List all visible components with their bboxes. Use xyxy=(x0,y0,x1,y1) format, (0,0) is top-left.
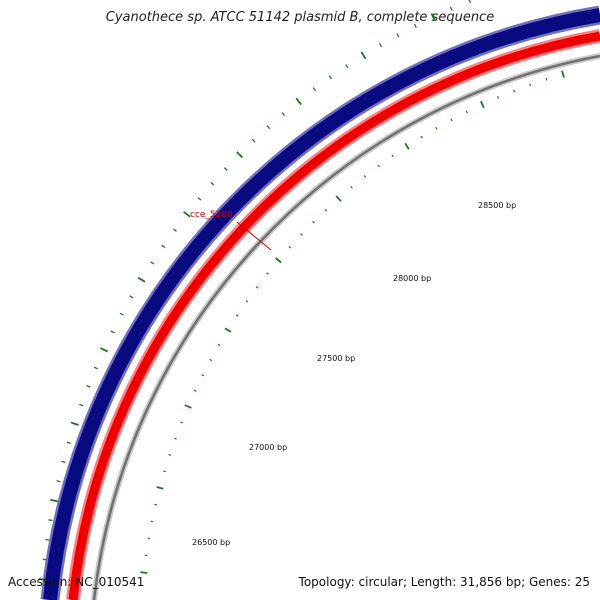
outer-tick-minor xyxy=(48,519,53,522)
inner-tick-minor xyxy=(391,154,394,158)
outer-tick-major xyxy=(430,13,436,22)
tick-label-28000: 28000 bp xyxy=(393,274,431,283)
outer-tick-minor xyxy=(86,384,91,388)
inner-tick-minor xyxy=(209,358,213,362)
inner-tick-major xyxy=(184,404,192,409)
outer-tick-minor xyxy=(312,87,317,92)
inner-tick-minor xyxy=(312,220,315,224)
outer-tick-minor xyxy=(66,441,71,444)
tick-label-27500: 27500 bp xyxy=(317,354,355,363)
outer-tick-minor xyxy=(172,228,177,232)
outer-tick-minor xyxy=(210,181,215,186)
forward-strand-ring xyxy=(43,8,600,600)
outer-tick-major xyxy=(236,151,244,159)
outer-tick-minor xyxy=(61,460,66,464)
inner-tick-minor xyxy=(324,208,328,212)
inner-tick-major xyxy=(404,142,410,150)
outer-tick-major xyxy=(38,578,47,581)
inner-tick-major xyxy=(335,195,342,202)
inner-tick-minor xyxy=(174,437,177,440)
outer-tick-minor xyxy=(468,0,472,4)
inner-tick-major xyxy=(140,571,148,574)
inner-tick-minor xyxy=(163,470,166,473)
inner-tick-minor xyxy=(288,245,292,249)
inner-tick-minor xyxy=(465,110,468,114)
outer-tick-minor xyxy=(251,138,256,143)
inner-tick-major xyxy=(156,486,164,490)
outer-tick-major xyxy=(360,51,367,60)
outer-tick-minor xyxy=(281,112,286,117)
inner-tick-minor xyxy=(435,126,438,130)
inner-tick-minor xyxy=(217,343,221,347)
inner-tick-minor xyxy=(235,314,239,317)
inner-tick-minor xyxy=(201,374,205,377)
inner-tick-minor xyxy=(150,520,154,523)
inner-tick-minor xyxy=(147,537,151,540)
outer-tick-major xyxy=(70,421,79,426)
outer-tick-minor xyxy=(413,23,417,28)
inner-tick-minor xyxy=(266,272,269,275)
inner-tick-major xyxy=(480,100,485,109)
outer-tick-major xyxy=(100,347,108,353)
inner-tick-minor xyxy=(245,300,249,303)
outer-tick-minor xyxy=(45,538,50,541)
outer-tick-minor xyxy=(223,167,228,171)
accession-number: NC_010541 xyxy=(75,575,145,589)
inner-tick-minor xyxy=(255,286,259,289)
inner-tick-minor xyxy=(377,164,380,168)
outer-tick-minor xyxy=(449,6,453,11)
inner-tick-minor xyxy=(300,233,303,236)
outer-tick-minor xyxy=(79,403,84,407)
outer-tick-minor xyxy=(197,197,202,201)
outer-tick-minor xyxy=(396,33,400,38)
reverse-strand-ring xyxy=(68,31,600,600)
outer-tick-minor xyxy=(378,42,383,48)
outer-tick-minor xyxy=(345,64,349,69)
inner-tick-minor xyxy=(450,118,453,122)
outer-tick-major xyxy=(137,276,146,283)
outer-tick-minor xyxy=(93,366,98,370)
inner-tick-minor xyxy=(180,421,183,424)
outer-tick-minor xyxy=(110,330,115,334)
outer-tick-marks xyxy=(38,0,472,581)
inner-tick-major xyxy=(561,70,565,78)
tick-label-26500: 26500 bp xyxy=(192,538,230,547)
inner-tick-minor xyxy=(545,77,548,81)
accession-label: Accession: xyxy=(8,575,76,589)
inner-tick-minor xyxy=(513,89,516,93)
outer-tick-major xyxy=(183,211,191,218)
tick-label-27000: 27000 bp xyxy=(249,443,287,452)
inner-tick-major xyxy=(224,327,232,333)
outer-tick-major xyxy=(295,97,302,106)
inner-tick-minor xyxy=(168,453,172,456)
outer-tick-minor xyxy=(266,125,271,130)
map-title: Cyanothece sp. ATCC 51142 plasmid B, com… xyxy=(105,10,495,25)
inner-tick-minor xyxy=(529,83,532,87)
backbone-ring-core xyxy=(92,54,600,600)
tick-label-28500: 28500 bp xyxy=(478,201,516,210)
accession-info: Accession: NC_010541 xyxy=(8,575,144,589)
inner-tick-minor xyxy=(154,503,158,506)
outer-tick-minor xyxy=(161,244,166,249)
outer-ring-edge xyxy=(40,5,600,600)
inner-tick-minor xyxy=(420,135,423,139)
gene-label-leader xyxy=(236,221,272,251)
inner-tick-major xyxy=(275,257,282,264)
outer-tick-minor xyxy=(150,261,155,265)
gene-label-cce-5280[interactable]: cce_5280 xyxy=(190,210,233,220)
outer-tick-minor xyxy=(129,295,134,299)
inner-tick-marks xyxy=(140,70,565,574)
inner-tick-minor xyxy=(193,389,197,392)
outer-tick-minor xyxy=(328,75,333,80)
outer-tick-minor xyxy=(56,480,61,483)
topology-info: Topology: circular; Length: 31,856 bp; G… xyxy=(298,575,590,589)
outer-tick-minor xyxy=(42,558,47,561)
outer-tick-minor xyxy=(119,312,124,316)
inner-tick-minor xyxy=(350,186,353,189)
inner-tick-minor xyxy=(363,175,367,178)
outer-tick-major xyxy=(50,498,59,503)
inner-tick-minor xyxy=(497,96,500,99)
